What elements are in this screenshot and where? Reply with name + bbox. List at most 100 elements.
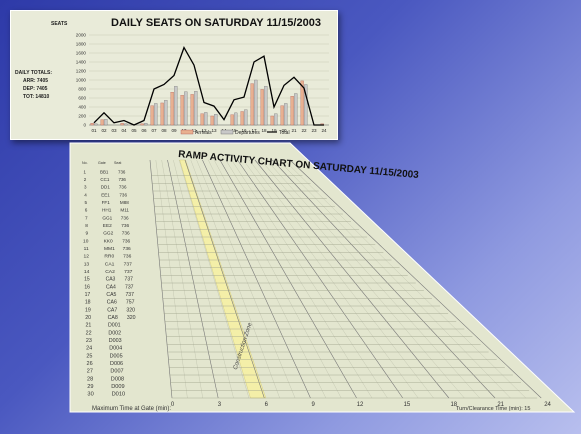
row-gate: RR0 [104,254,114,260]
x-tick-label: 21 [291,128,297,133]
ramp-minor-gridline [190,159,280,399]
departures-bar [264,86,268,126]
x-tick-label: 17 [251,128,257,133]
row-seat: 737 [125,277,134,283]
legend-departures-swatch [220,129,234,135]
departures-bar [254,79,258,126]
y-tick-label: 1400 [76,60,87,65]
ramp-minor-gridline [278,159,511,399]
arrivals-bar [190,94,194,126]
row-gate: HH1 [102,208,112,213]
departures-bar [304,84,308,126]
row-number: 22 [86,330,92,336]
x-tick-label: 07 [151,128,157,133]
row-number: 21 [85,323,91,329]
arrivals-bar [300,80,304,126]
arrivals-bar [280,105,284,126]
row-gate: D005 [110,353,123,359]
row-number: 15 [84,277,90,283]
departures-bar [174,86,178,126]
departures-bar [184,91,188,126]
row-number: 10 [83,238,89,244]
departures-bar [104,119,108,126]
departures-bar [284,103,288,126]
row-number: 26 [87,361,93,367]
ramp-x-tick-label: 9 [312,402,316,408]
row-gate: EE2 [103,223,112,229]
row-seat: 736 [119,185,127,190]
daily-seats-panel: DAILY SEATS ON SATURDAY 11/15/2003 SEATS… [10,10,338,140]
row-number: 2 [84,177,87,182]
legend-arrivals-swatch [180,129,194,135]
row-number: 9 [85,231,88,237]
row-seat: 737 [125,284,134,290]
y-tick-label: 1200 [76,69,87,74]
row-gate: BB1 [100,169,109,174]
y-tick-label: 800 [78,87,86,92]
daily-totals-tot: TOT: 14810 [23,94,50,100]
row-number: 12 [83,254,89,260]
legend: Arrivals Departures Total [180,129,290,136]
row-number: 28 [87,376,93,382]
row-gate: CA3 [106,277,116,283]
row-number: 14 [84,269,90,275]
ramp-minor-gridline [260,159,465,399]
ramp-minor-gridline [231,159,388,399]
row-number: 6 [85,208,88,213]
row-seat: M88 [120,200,129,205]
row-gate: D007 [110,369,123,375]
row-number: 27 [87,369,93,375]
arrivals-bar [250,83,254,126]
row-gate: D003 [109,338,122,344]
departures-bar [124,123,128,126]
x-tick-label: 18 [261,128,267,133]
arrivals-bar [140,123,144,126]
y-tick-label: 2000 [76,33,87,38]
ramp-minor-gridline [248,159,434,399]
row-seat: 736 [123,246,131,252]
row-gate: D002 [108,330,121,336]
row-gate: D001 [108,323,121,329]
y-tick-label: 600 [78,96,86,101]
departures-bar [244,109,248,126]
ramp-major-gridline [149,159,173,399]
y-tick-label: 400 [78,105,86,110]
row-seat: 736 [121,223,129,229]
row-number: 30 [87,392,93,398]
row-gate: D010 [112,392,126,398]
departures-bar [94,123,98,126]
row-number: 19 [85,307,91,313]
row-seat: 757 [126,300,135,306]
y-tick-label: 1800 [76,42,87,47]
y-tick-label: 1000 [76,78,87,83]
x-tick-label: 24 [321,128,327,133]
row-gate: GG1 [102,215,112,220]
daily-totals-arr: ARR: 7405 [23,78,48,84]
row-seat: 736 [122,231,130,237]
ramp-minor-gridline [173,159,234,399]
departures-bar [144,123,148,126]
arrivals-bar [290,96,294,126]
ramp-major-gridline [272,159,496,399]
ramp-x-tick-label: 0 [171,402,175,408]
row-number: 20 [85,315,91,321]
row-seat: 320 [127,315,136,321]
departures-bar [294,93,298,126]
arrivals-bar [100,119,104,126]
row-seat: 736 [122,238,130,244]
x-tick-label: 04 [121,128,127,133]
ramp-minor-gridline [208,159,326,399]
ramp-major-gridline [184,159,265,399]
x-tick-label: 23 [311,128,317,133]
row-gate: KK0 [104,238,113,244]
row-seat: 736 [121,215,129,220]
ramp-minor-gridline [213,159,342,399]
row-gate: CA5 [106,292,116,298]
row-gate: CA2 [105,269,115,275]
row-seat: 736 [118,169,126,174]
x-tick-label: 06 [141,128,147,133]
row-gate: CC1 [100,177,109,182]
daily-totals-dep: DEP: 7405 [23,86,48,92]
ramp-minor-gridline [196,159,296,399]
departures-bar [214,114,218,126]
